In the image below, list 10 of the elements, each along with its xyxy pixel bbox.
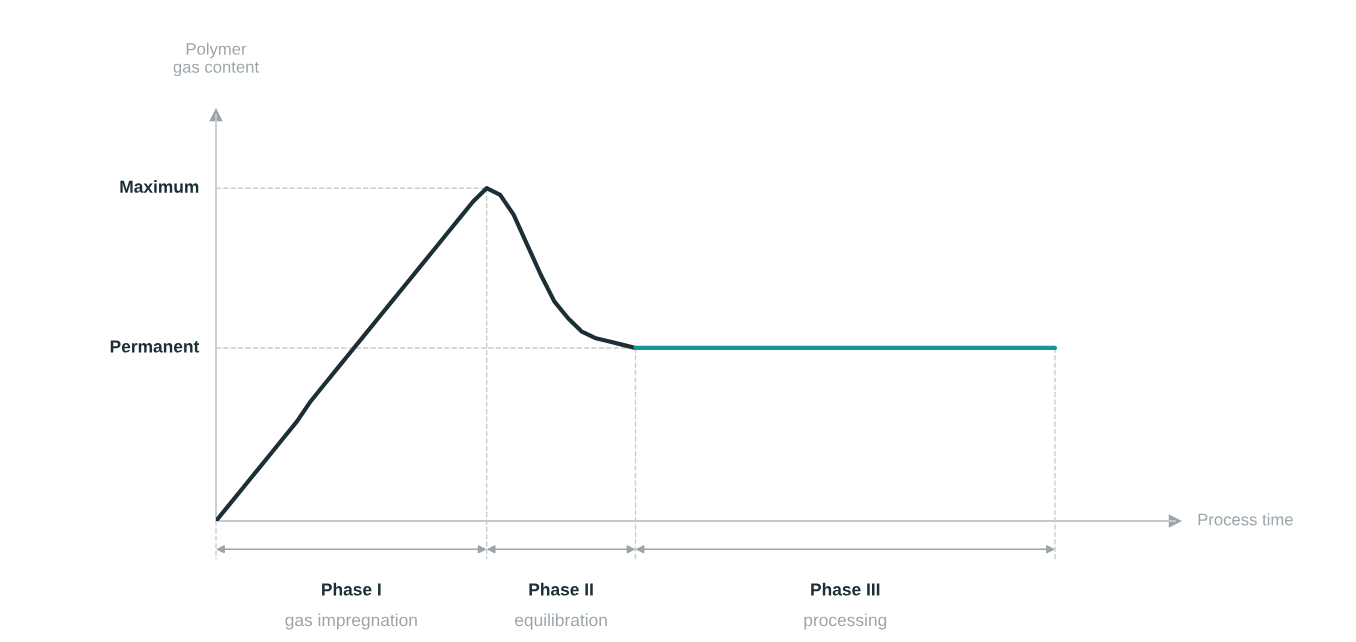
ref-line-label: Permanent (110, 340, 200, 353)
ref-line-label: Maximum (120, 180, 199, 193)
text: Phase I (322, 582, 381, 596)
text: processing (804, 613, 887, 630)
text: Polymer gas content (173, 42, 259, 77)
text: Process time (1198, 513, 1293, 526)
text: equilibration (515, 613, 607, 630)
text: Phase III (811, 582, 880, 596)
text: Phase II (529, 582, 593, 596)
text: gas impregnation (285, 613, 417, 630)
